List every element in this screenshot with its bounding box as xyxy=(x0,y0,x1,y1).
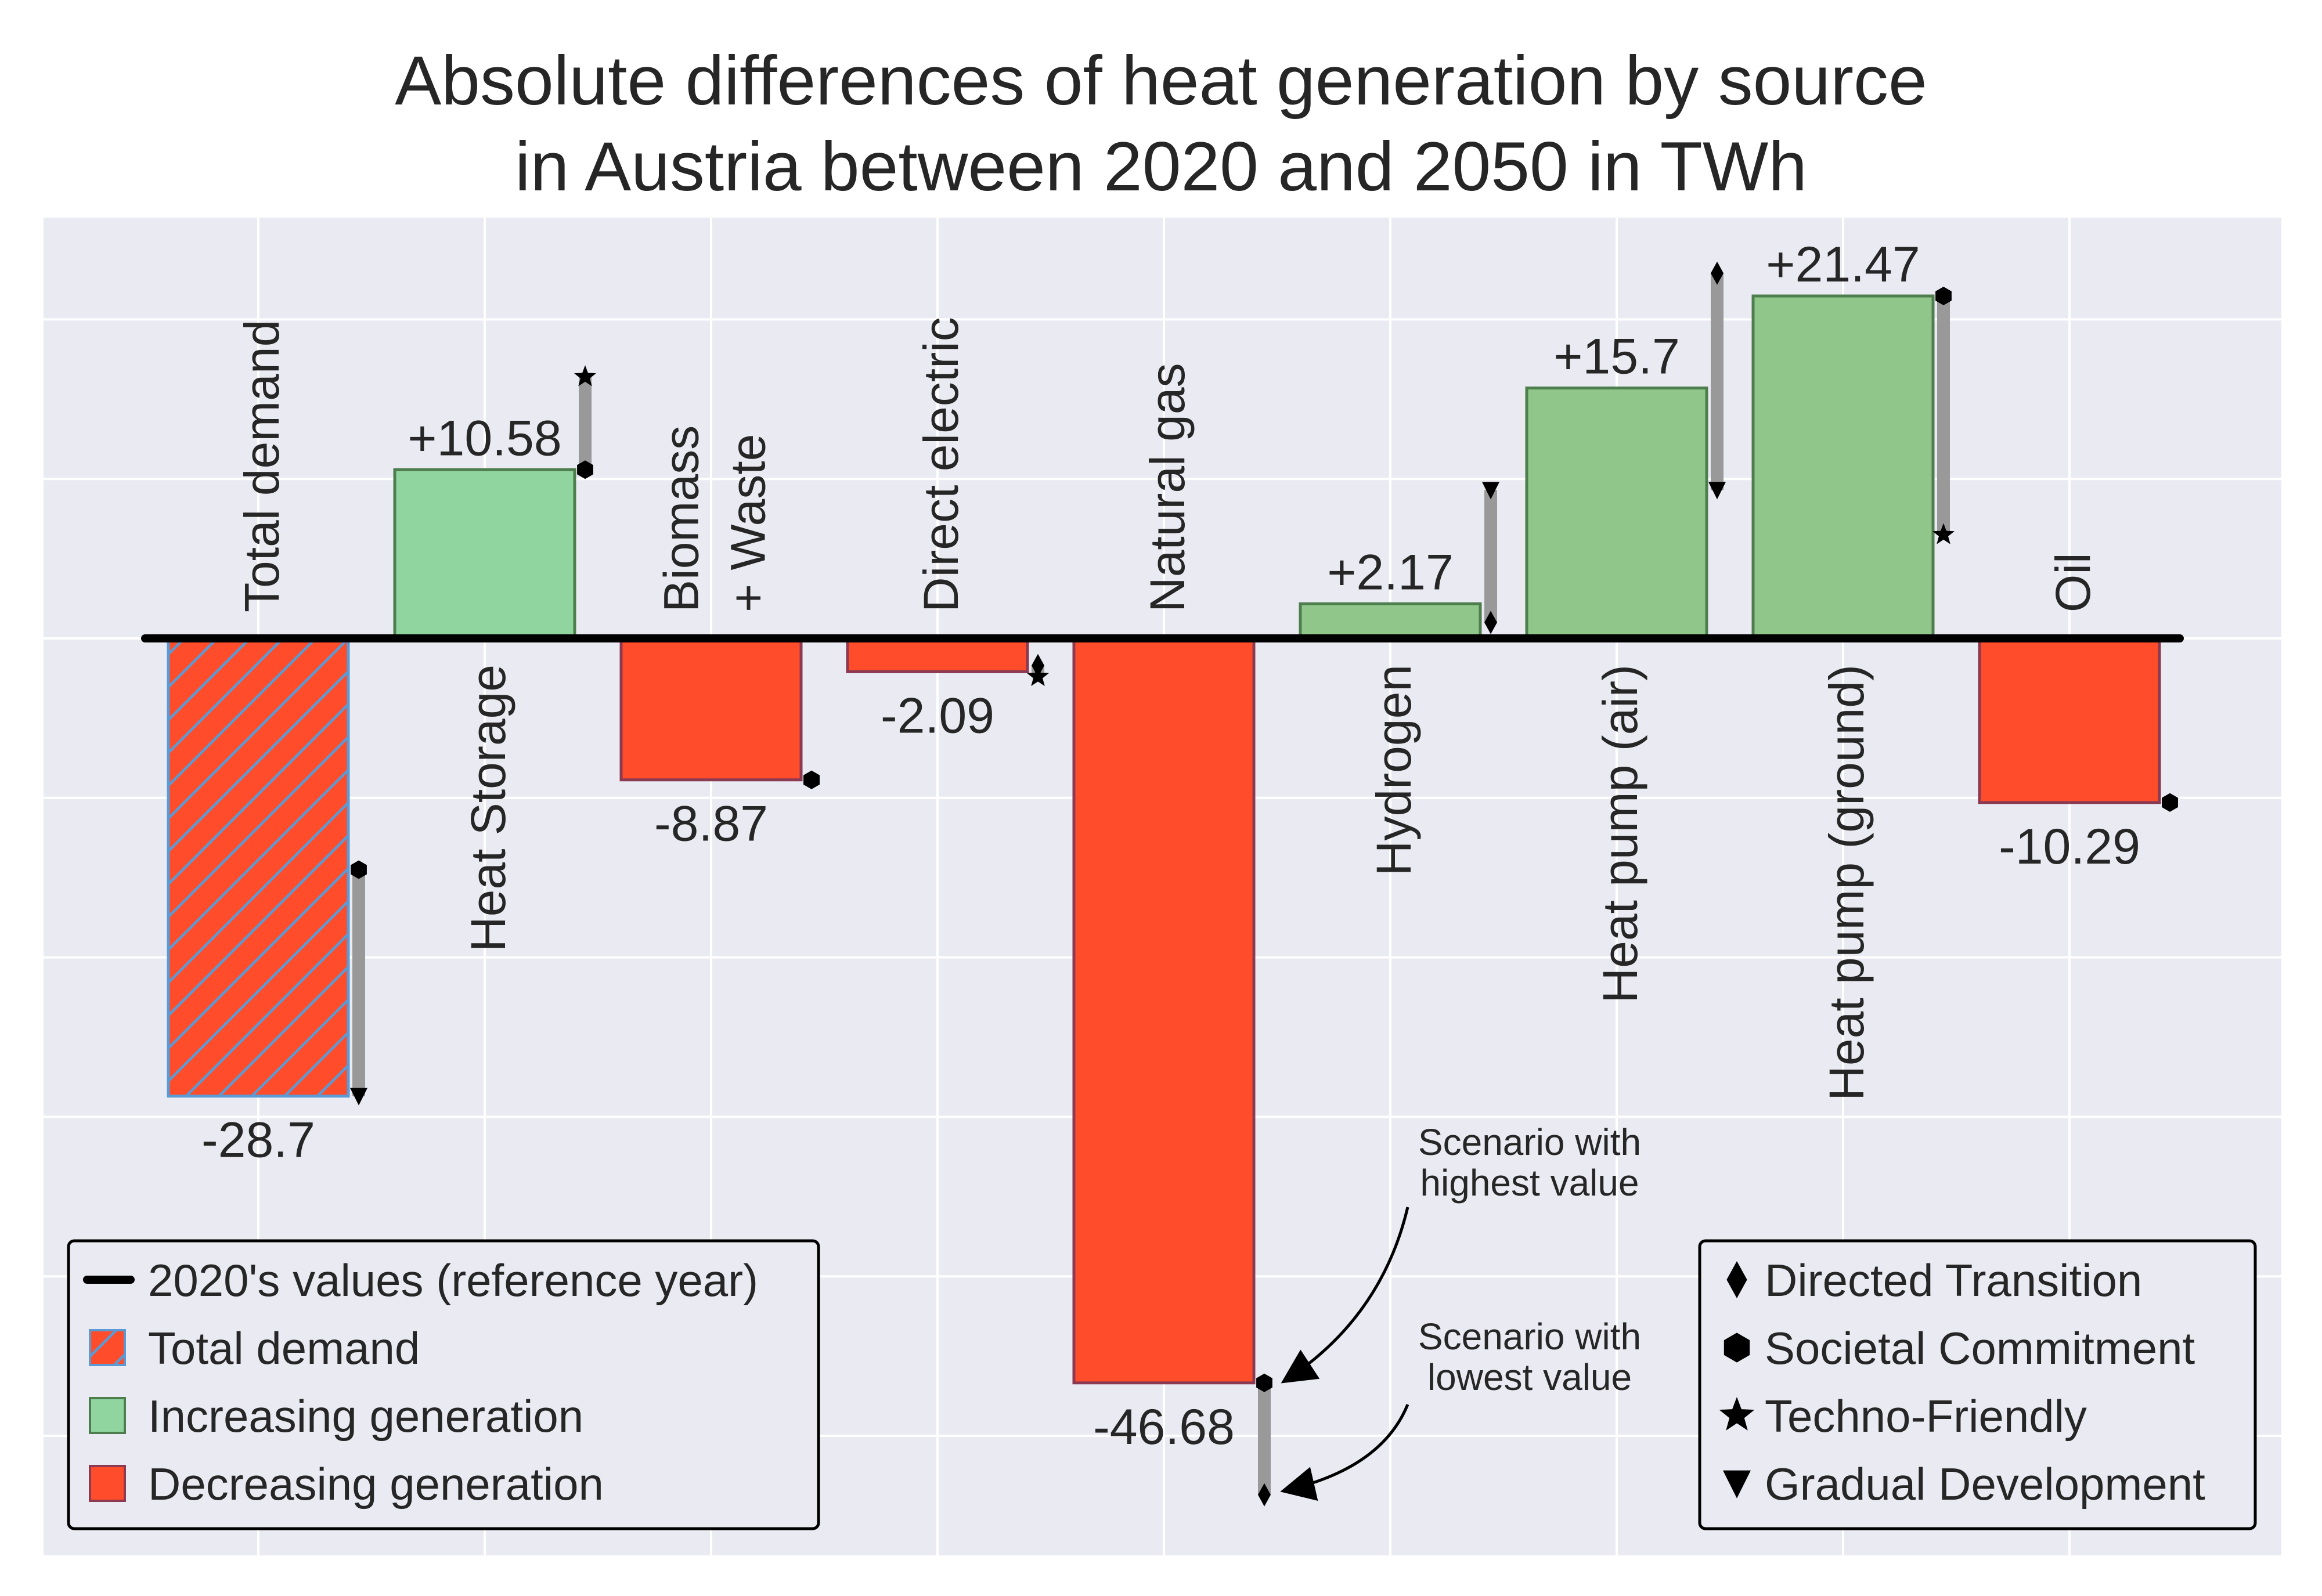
highest-marker-hydrogen xyxy=(1482,482,1499,500)
value-label-heat-storage: +10.58 xyxy=(408,410,561,466)
value-label-hydrogen: +2.17 xyxy=(1327,544,1454,600)
legend-right-frame xyxy=(1698,1239,2257,1530)
lowest-marker-heat-storage xyxy=(577,460,593,479)
highest-marker-heat-pump-ground xyxy=(1935,287,1952,305)
category-label-oil: Oil xyxy=(2046,553,2100,612)
legend-marker-societal-commitment xyxy=(1724,1333,1750,1363)
lowest-marker-heat-pump-ground xyxy=(1932,523,1955,544)
annotation-highest-line-1: Scenario with xyxy=(1418,1121,1641,1163)
value-label-natural-gas: -46.68 xyxy=(1093,1399,1235,1455)
legend-marker-techno-friendly xyxy=(1719,1397,1755,1431)
legend-left-label-increasing-generation: Increasing generation xyxy=(148,1391,583,1442)
legend-decrease-swatch xyxy=(89,1465,126,1502)
category-label-total-demand: Total demand xyxy=(235,320,289,612)
lowest-marker-oil xyxy=(2162,793,2178,812)
lowest-marker-biomass-waste xyxy=(803,770,820,789)
highest-marker-total-demand xyxy=(351,860,367,879)
legend-left-frame xyxy=(67,1239,820,1530)
legend-right-label-gradual-development: Gradual Development xyxy=(1765,1458,2205,1510)
annotation-lowest-line-2: lowest value xyxy=(1427,1356,1632,1398)
value-label-heat-pump-ground: +21.47 xyxy=(1766,237,1920,293)
category-label-hydrogen: Hydrogen xyxy=(1366,665,1421,876)
chart-title-line-2: in Austria between 2020 and 2050 in TWh xyxy=(515,128,1807,205)
category-label-heat-storage: Heat Storage xyxy=(461,665,515,952)
bar-biomass-waste xyxy=(619,637,803,782)
legend-left: 2020's values (reference year) Total dema… xyxy=(67,1239,820,1530)
lowest-marker-total-demand xyxy=(350,1088,367,1106)
chart-title-line-1: Absolute differences of heat generation … xyxy=(395,42,1927,120)
legend-left-label-decreasing-generation: Decreasing generation xyxy=(148,1458,604,1510)
lowest-marker-direct-electric xyxy=(1027,665,1049,687)
category-label-biomass-waste-line-2: + Waste xyxy=(721,434,776,612)
bar-heat-pump-air xyxy=(1525,387,1708,640)
highest-marker-heat-pump-air xyxy=(1711,261,1724,285)
value-label-heat-pump-air: +15.7 xyxy=(1553,329,1680,385)
value-label-oil: -10.29 xyxy=(1999,819,2140,875)
lowest-marker-hydrogen xyxy=(1484,611,1497,634)
annotation-lowest-arrow xyxy=(1280,1404,1409,1501)
category-label-biomass-waste-line-1: Biomass xyxy=(654,425,709,612)
value-labels: -28.7 +10.58 -8.87 -2.09 -46.68 +2.17 +15.7 +21… xyxy=(201,237,2140,1455)
bar-direct-electric xyxy=(846,637,1029,673)
legend-left-label-total-demand: Total demand xyxy=(148,1323,420,1374)
bar-hydrogen xyxy=(1299,602,1482,640)
category-label-natural-gas: Natural gas xyxy=(1140,363,1195,612)
highest-marker-natural-gas xyxy=(1256,1373,1272,1392)
bars xyxy=(167,294,2161,1385)
value-label-direct-electric: -2.09 xyxy=(881,688,994,743)
bar-heat-storage xyxy=(393,468,576,640)
lowest-marker-heat-pump-air xyxy=(1708,482,1726,500)
category-label-heat-pump-air: Heat pump (air) xyxy=(1593,665,1647,1003)
legend-increase-swatch xyxy=(89,1397,126,1434)
legend-hatched-swatch xyxy=(89,1329,126,1366)
legend-marker-gradual-development xyxy=(1723,1470,1751,1498)
bar-natural-gas xyxy=(1072,637,1256,1385)
category-labels: Total demand Heat Storage Biomass + Waste Di… xyxy=(235,317,2100,1101)
bar-total-demand xyxy=(167,637,350,1098)
legend-left-label-2020-s-values-reference-year: 2020's values (reference year) xyxy=(148,1255,758,1306)
annotation-highest-arrow xyxy=(1281,1207,1409,1384)
lowest-marker-natural-gas xyxy=(1258,1483,1271,1507)
scenario-ranges xyxy=(350,261,2178,1507)
category-label-direct-electric: Direct electric xyxy=(914,317,968,612)
legend-right-label-directed-transition: Directed Transition xyxy=(1765,1255,2142,1306)
value-label-total-demand: -28.7 xyxy=(201,1113,315,1168)
legend-right-label-societal-commitment: Societal Commitment xyxy=(1765,1323,2195,1374)
bar-heat-pump-ground xyxy=(1751,294,1935,640)
legend-marker-directed-transition xyxy=(1726,1261,1747,1298)
legend-right: Directed Transition Societal Commitment Te… xyxy=(1698,1239,2257,1530)
legend-right-label-techno-friendly: Techno-Friendly xyxy=(1765,1391,2087,1442)
annotation-highest-line-2: highest value xyxy=(1420,1162,1639,1204)
highest-marker-heat-storage xyxy=(574,365,596,387)
category-label-heat-pump-ground: Heat pump (ground) xyxy=(1819,665,1874,1101)
bar-oil xyxy=(1978,637,2161,804)
annotation-lowest-line-1: Scenario with xyxy=(1418,1316,1641,1357)
value-label-biomass-waste: -8.87 xyxy=(654,796,768,852)
